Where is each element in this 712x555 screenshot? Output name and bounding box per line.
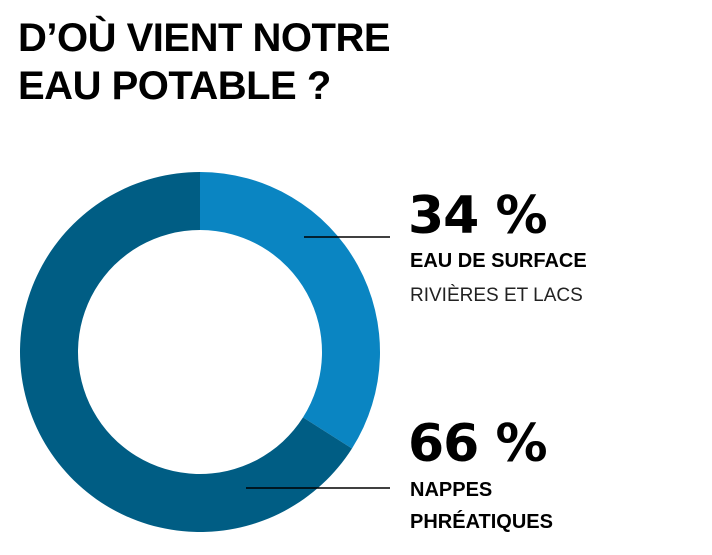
slice-label-groundwater-line-1: NAPPES [410,479,493,501]
donut-slices [19,172,380,532]
slice-value-label-groundwater: 66 % [408,414,548,474]
chart-title-line-2: EAU POTABLE ? [18,64,331,108]
slice-label-surface-water: EAU DE SURFACE [410,250,587,272]
donut-slice-groundwater [19,172,352,532]
chart-title: D’OÙ VIENT NOTRE EAU POTABLE ? [18,14,518,110]
slice-sublabel-surface-water: RIVIÈRES ET LACS [410,285,583,306]
slice-value-label-surface-water: 34 % [408,186,548,246]
slice-label-groundwater-line-2: PHRÉATIQUES [410,511,553,533]
chart-title-line-1: D’OÙ VIENT NOTRE [18,16,391,60]
donut-slice-surface-water [200,172,380,449]
